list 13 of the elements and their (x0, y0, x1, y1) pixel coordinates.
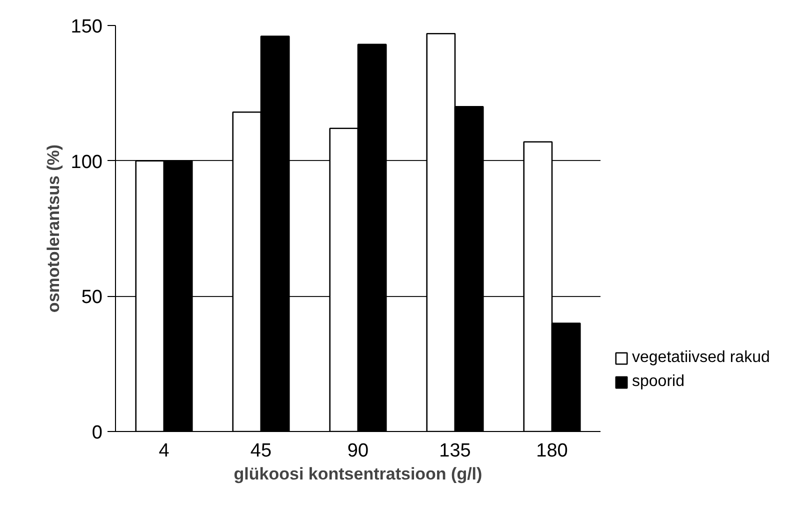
x-tick-label: 4 (158, 440, 170, 462)
x-tick-label: 180 (536, 440, 568, 462)
y-tick-label: 150 (70, 16, 102, 38)
y-tick-label: 100 (70, 152, 102, 173)
x-tick-label: 45 (250, 440, 272, 462)
x-tick-label: 90 (347, 440, 369, 462)
y-axis-title: osmotolerantsus (%) (44, 144, 63, 313)
x-tick-label: 135 (439, 440, 471, 462)
y-tick-label: 0 (92, 422, 103, 444)
legend-label: vegetatiivsed rakud (632, 349, 770, 367)
x-axis-title: glükoosi kontsentratsioon (g/l) (234, 464, 482, 484)
y-tick-label: 50 (81, 287, 103, 308)
legend-label: spoorid (632, 373, 684, 391)
